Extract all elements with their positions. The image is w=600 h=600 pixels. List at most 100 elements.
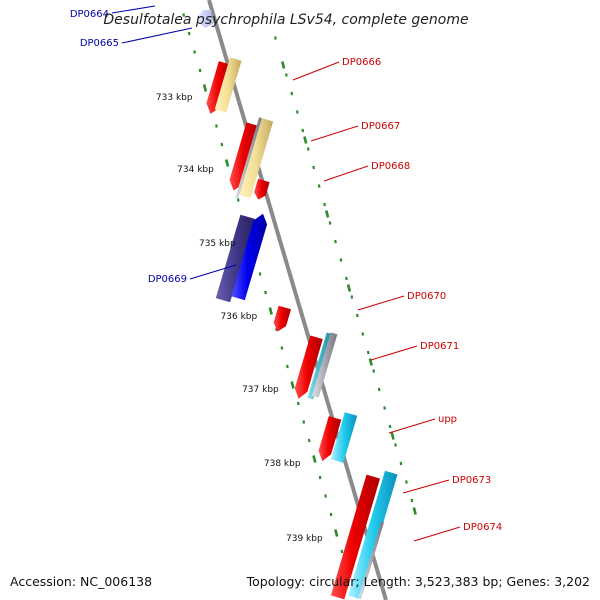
right-track-minor-tick [295,110,299,114]
right-track-minor-tick [383,406,386,410]
left-track-minor-tick [182,13,186,17]
left-track-major-tick [268,307,273,315]
right-track-minor-tick [306,147,310,151]
right-track-minor-tick [285,73,288,77]
left-track-major-tick [224,159,230,167]
left-track-minor-tick [198,68,202,73]
left-track-minor-tick [318,475,322,480]
left-track-major-tick [290,381,295,389]
gene-feature [229,122,260,191]
right-track-minor-tick [290,91,294,96]
left-track-minor-tick [215,124,218,128]
gene-label: DP0666 [342,57,381,68]
gene-feature [273,305,291,332]
right-track-minor-tick [312,165,315,170]
left-track-minor-tick [296,401,300,406]
right-track-minor-tick [339,258,343,262]
right-track-major-tick [281,61,286,69]
right-track-minor-tick [394,443,397,447]
gene-label-leader [413,526,461,542]
gene-feature [254,178,270,200]
right-track-minor-tick [399,461,403,466]
gene-label-leader [370,345,418,361]
scale-label: 738 kbp [264,459,301,469]
gene-feature [348,470,398,600]
left-track-minor-tick [187,31,191,36]
gene-label: DP0668 [371,161,410,172]
right-track-major-tick [346,284,352,292]
gene-label-leader [323,165,369,182]
gene-feature [215,214,255,303]
gene-labels: DP0664 DP0665 DP0666 DP0667 DP0668 DP0669 DP06… [70,5,502,542]
gene-label-leader [310,125,359,142]
gene-feature [318,416,342,462]
feature-track [198,10,398,600]
scale-label: 736 kbp [221,312,258,322]
right-track-minor-tick [328,221,332,225]
right-track-major-tick [368,358,373,366]
genome-summary: Topology: circular; Length: 3,523,383 bp… [246,574,590,589]
left-track-minor-tick [340,549,344,554]
right-track-major-tick [390,432,395,440]
right-track-minor-tick [301,128,305,133]
gene-label: DP0667 [361,121,400,132]
gene-label-leader [111,5,156,14]
left-track-minor-tick [302,420,306,424]
genome-backbone [207,0,388,600]
gene-feature [214,57,242,113]
right-track-minor-tick [372,369,376,373]
left-track-minor-tick [264,290,267,295]
right-track-minor-tick [334,239,337,244]
gene-label: DP0671 [420,341,459,352]
gene-label-leader [292,61,340,81]
gene-feature [312,332,338,398]
gene-label: DP0665 [80,38,119,49]
gene-label: DP0673 [452,475,491,486]
scale-label: 739 kbp [286,534,323,544]
right-track-minor-tick [366,350,370,355]
gene-label: upp [438,414,457,425]
right-track-minor-tick [345,276,348,281]
gene-feature [294,335,323,399]
scale-labels: 733 kbp 734 kbp 735 kbp 736 kbp 737 kbp 738 k… [156,93,323,544]
right-track-minor-tick [323,202,326,207]
left-track-minor-tick [324,494,327,498]
gene-label: DP0674 [463,522,502,533]
right-track-minor-tick [377,387,381,392]
right-track-minor-tick [274,36,277,40]
gene-label-leader [357,295,405,311]
gene-feature [358,521,384,599]
gene-label-leader [402,479,450,494]
right-track-minor-tick [350,295,354,299]
left-track-minor-tick [193,50,196,54]
gene-feature [231,213,268,301]
gene-feature [198,10,213,28]
left-track-major-tick [334,529,339,537]
right-track-major-tick [324,210,330,218]
left-track-minor-tick [236,198,240,202]
gene-feature [330,412,358,463]
right-track-minor-tick [355,313,359,318]
left-track-major-tick [202,84,208,92]
left-track-minor-tick [280,346,284,350]
gene-label: DP0664 [70,9,109,20]
tick-track [182,13,417,554]
right-track-minor-tick [410,498,414,503]
left-track-minor-tick [220,142,224,147]
left-track-minor-tick [286,364,289,369]
scale-label: 734 kbp [177,165,214,175]
right-track-major-tick [412,507,417,515]
gene-label: DP0670 [407,291,446,302]
right-track-major-tick [303,136,308,144]
gene-label-leader [189,264,237,280]
right-track-minor-tick [317,184,321,188]
left-track-minor-tick [307,438,311,443]
gene-label-leader [121,27,193,44]
left-track-minor-tick [329,512,333,517]
map-title: Desulfotalea psychrophila LSv54, complet… [103,12,468,28]
scale-label: 737 kbp [242,385,279,395]
accession-label: Accession: NC_006138 [10,574,153,589]
left-track-minor-tick [275,327,278,332]
